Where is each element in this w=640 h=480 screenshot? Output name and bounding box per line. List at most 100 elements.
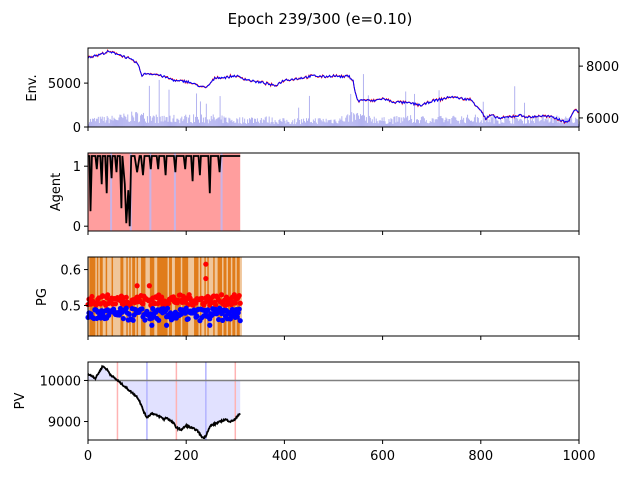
volume-bar <box>110 120 112 127</box>
volume-bar <box>560 120 562 127</box>
volume-bar <box>435 119 437 127</box>
volume-bar <box>143 118 145 127</box>
volume-bar <box>424 121 426 127</box>
pg-band <box>93 257 97 336</box>
volume-bar <box>114 118 116 127</box>
volume-bar <box>437 116 439 127</box>
volume-bar <box>442 118 444 127</box>
volume-bar <box>310 121 312 127</box>
volume-bar <box>174 121 176 127</box>
pg-outlier-point <box>134 283 140 289</box>
volume-bar <box>212 114 214 127</box>
volume-bar <box>489 122 491 127</box>
volume-bar <box>267 122 269 127</box>
volume-bar <box>285 123 287 127</box>
pg-point-up <box>89 293 95 300</box>
volume-bar <box>195 116 197 127</box>
env-axis: 0 5000 6000 8000 <box>48 60 619 136</box>
volume-bar <box>504 117 506 127</box>
volume-bar <box>558 116 560 127</box>
volume-bar <box>550 115 552 127</box>
volume-bar <box>408 120 410 127</box>
volume-bar <box>529 116 531 127</box>
volume-bar <box>477 117 479 127</box>
volume-bar <box>302 122 304 127</box>
agent-marks <box>88 153 241 231</box>
pg-marks <box>85 257 243 336</box>
agent-band <box>149 153 152 231</box>
volume-bar <box>329 119 331 127</box>
volume-bar <box>483 118 485 127</box>
volume-bar <box>411 118 413 127</box>
volume-bar <box>318 118 320 127</box>
volume-bar <box>128 121 130 127</box>
volume-bar <box>387 123 389 127</box>
pv-line <box>87 364 241 440</box>
volume-bar <box>433 122 435 127</box>
volume-bar <box>497 120 499 127</box>
volume-bar <box>563 120 565 127</box>
volume-bar <box>360 114 362 127</box>
volume-bar <box>370 121 372 127</box>
volume-bar <box>457 120 459 127</box>
volume-bar <box>237 119 239 127</box>
volume-bar <box>476 116 478 127</box>
volume-bar <box>516 117 518 127</box>
volume-bar <box>125 116 127 127</box>
pg-point-up <box>237 300 243 306</box>
volume-bar <box>530 120 532 127</box>
pg-band <box>166 257 169 336</box>
volume-bar <box>547 116 549 127</box>
pg-point-down <box>216 316 222 323</box>
volume-bar <box>104 122 106 127</box>
volume-bar <box>106 115 108 127</box>
volume-bar <box>533 122 535 127</box>
volume-bar <box>152 115 154 127</box>
volume-bar <box>300 124 302 127</box>
volume-bar <box>271 117 273 127</box>
volume-bar <box>415 122 417 127</box>
volume-bar <box>139 121 141 127</box>
volume-bar <box>161 115 163 127</box>
volume-bar <box>534 115 536 127</box>
volume-bar <box>396 116 398 127</box>
volume-bar <box>538 121 540 127</box>
volume-bar <box>191 122 193 127</box>
volume-bar <box>543 121 545 127</box>
volume-bar <box>317 118 319 127</box>
volume-bar <box>572 122 574 127</box>
pv-axis: 9000 10000 0 200 400 600 800 1000 <box>40 374 596 464</box>
volume-bar <box>486 114 488 127</box>
volume-bar <box>103 117 105 127</box>
volume-bar <box>169 115 171 127</box>
pv-x-tick-label: 200 <box>174 449 199 464</box>
volume-bar <box>511 123 513 127</box>
volume-bar <box>398 117 400 127</box>
volume-bar <box>260 117 262 127</box>
volume-bar <box>181 116 183 127</box>
volume-bar <box>233 120 235 127</box>
volume-bar <box>347 114 349 127</box>
volume-bar <box>403 117 405 127</box>
agent-axes-frame <box>87 152 580 232</box>
pg-point-down <box>164 305 171 311</box>
volume-bar <box>515 117 517 127</box>
pg-band <box>132 257 135 336</box>
volume-bar <box>382 120 384 127</box>
volume-bar <box>123 113 125 127</box>
volume-bar <box>249 118 251 127</box>
volume-bar <box>98 123 100 127</box>
pv-ylabel: PV <box>13 393 28 410</box>
volume-bar <box>479 121 481 127</box>
volume-bar <box>349 115 351 127</box>
agent-line <box>88 155 241 227</box>
pg-point-up <box>213 302 219 308</box>
volume-bar <box>222 123 224 127</box>
volume-bar <box>149 116 151 127</box>
volume-bar <box>231 119 233 127</box>
volume-bar <box>230 120 232 127</box>
volume-bar <box>501 122 503 127</box>
volume-bar <box>577 119 579 127</box>
volume-bar <box>228 117 230 127</box>
pg-band <box>194 257 197 336</box>
